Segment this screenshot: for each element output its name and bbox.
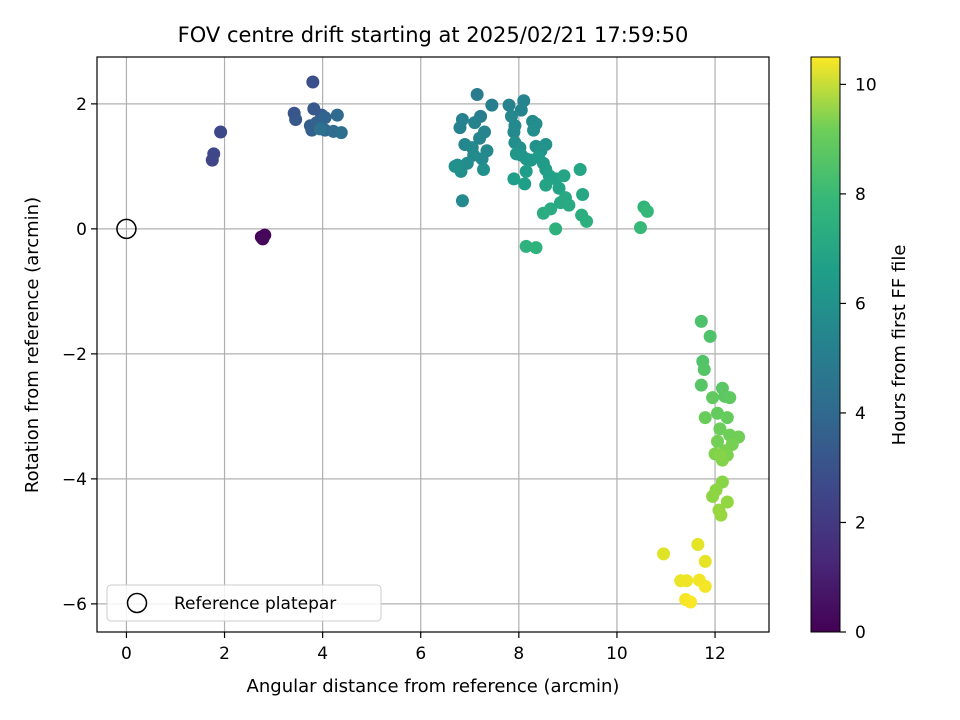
data-point — [573, 163, 587, 176]
y-tick-label: 2 — [76, 95, 87, 115]
scatter-points — [205, 75, 746, 609]
plot-frame — [96, 56, 770, 633]
data-point — [694, 314, 708, 328]
colorbar-ticks: 0 2 4 6 8 10 — [840, 75, 877, 643]
data-point — [518, 177, 532, 191]
x-tick-label: 2 — [219, 644, 230, 664]
data-point — [549, 222, 563, 236]
data-point — [684, 595, 698, 609]
data-point — [470, 88, 484, 101]
y-tick-label: −4 — [62, 470, 87, 490]
data-point — [473, 131, 487, 145]
data-point — [318, 111, 332, 125]
data-point — [706, 391, 720, 405]
data-point — [698, 554, 712, 568]
data-point — [697, 363, 711, 376]
x-tick-label: 8 — [513, 644, 524, 664]
data-point — [507, 125, 521, 139]
data-point — [514, 103, 528, 117]
data-point — [448, 159, 462, 173]
data-point — [714, 508, 728, 522]
y-tick-label: 0 — [76, 220, 87, 240]
data-point — [207, 147, 221, 161]
legend-label: Reference platepar — [174, 594, 336, 614]
data-point — [485, 98, 499, 112]
data-point — [720, 495, 734, 509]
data-point — [453, 121, 467, 135]
y-axis-ticks: −6 −4 −2 0 2 — [62, 95, 97, 615]
data-point — [710, 434, 724, 448]
data-point — [723, 391, 737, 405]
reference-marker — [116, 218, 137, 240]
data-point — [527, 123, 541, 137]
data-point — [576, 188, 590, 201]
legend-marker — [126, 592, 148, 614]
data-point — [557, 169, 571, 183]
grid — [97, 57, 769, 632]
data-point — [552, 181, 566, 195]
data-point — [713, 422, 727, 436]
legend: Reference platepar — [106, 584, 382, 622]
x-axis-ticks: 0 2 4 6 8 10 12 — [121, 632, 726, 664]
data-point — [509, 147, 523, 161]
y-tick-label: −2 — [62, 345, 87, 365]
data-point — [657, 547, 671, 561]
data-point — [720, 411, 734, 425]
chart-title: FOV centre drift starting at 2025/02/21 … — [178, 23, 689, 47]
data-point — [256, 232, 270, 246]
legend-box — [106, 584, 382, 622]
data-point — [214, 125, 228, 139]
colorbar-tick-label: 10 — [855, 75, 877, 95]
x-tick-label: 6 — [415, 644, 426, 664]
data-point — [706, 489, 720, 503]
data-point — [313, 122, 327, 136]
data-point — [455, 194, 469, 208]
data-point — [468, 116, 482, 130]
data-point — [502, 98, 516, 112]
data-point — [698, 579, 712, 593]
x-axis-label: Angular distance from reference (arcmin) — [247, 676, 620, 697]
data-point — [529, 241, 543, 255]
data-point — [562, 198, 576, 212]
y-axis-label: Rotation from reference (arcmin) — [22, 197, 43, 493]
data-point — [507, 172, 521, 186]
data-point — [703, 329, 717, 343]
data-point — [330, 108, 344, 122]
data-point — [519, 239, 533, 253]
data-point — [691, 538, 705, 551]
colorbar-tick-label: 8 — [855, 185, 866, 205]
x-tick-label: 10 — [606, 644, 628, 664]
colorbar-tick-label: 6 — [855, 294, 866, 314]
data-point — [680, 574, 694, 588]
data-point — [633, 221, 647, 235]
data-point — [713, 448, 727, 462]
x-tick-label: 12 — [704, 644, 726, 664]
data-point — [289, 113, 303, 126]
data-point — [536, 206, 550, 220]
colorbar-label: Hours from first FF file — [889, 245, 910, 446]
data-point — [694, 378, 708, 392]
data-point — [539, 178, 553, 192]
data-point — [519, 164, 533, 178]
data-point — [306, 75, 320, 89]
colorbar-tick-label: 4 — [855, 404, 866, 424]
data-point — [640, 204, 654, 218]
data-point — [334, 126, 348, 140]
data-point — [580, 214, 594, 228]
x-tick-label: 4 — [317, 644, 328, 664]
x-tick-label: 0 — [121, 644, 132, 664]
colorbar-tick-label: 2 — [855, 513, 866, 533]
data-point — [477, 163, 491, 176]
y-tick-label: −6 — [62, 595, 87, 615]
colorbar-tick-label: 0 — [855, 623, 866, 643]
data-point — [698, 411, 712, 425]
colorbar — [810, 56, 841, 633]
data-point — [710, 406, 724, 420]
